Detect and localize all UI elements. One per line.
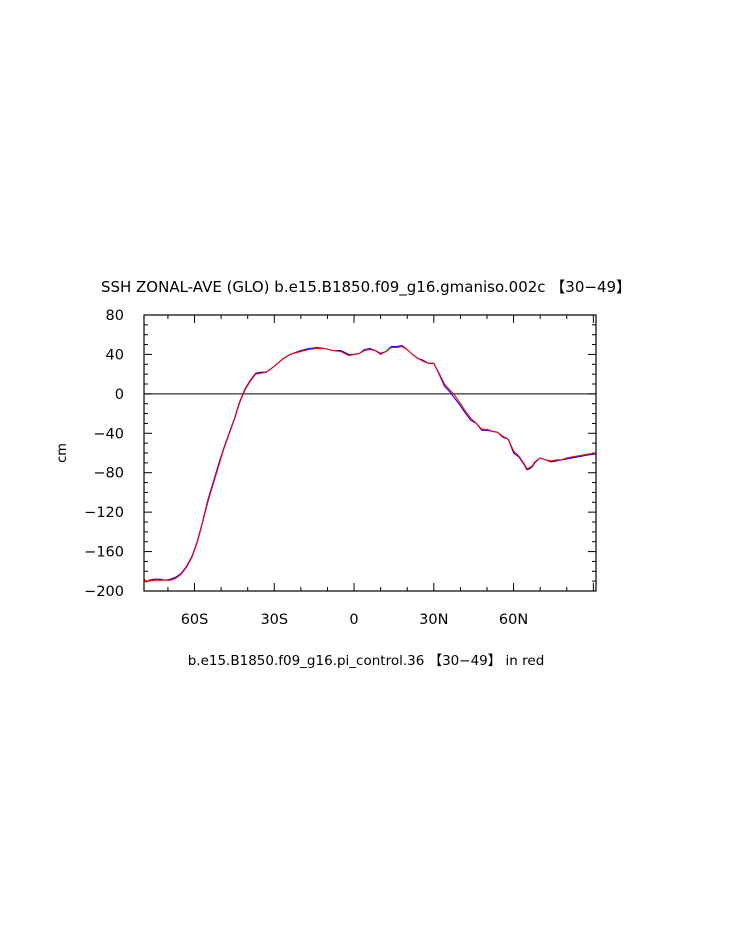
y-tick-label: −200: [84, 584, 124, 600]
x-tick-label: 30S: [260, 612, 288, 628]
x-tick-label: 30N: [419, 612, 448, 628]
chart-title: SSH ZONAL-AVE (GLO) b.e15.B1850.f09_g16.…: [101, 278, 631, 297]
y-tick-label: 0: [115, 387, 124, 403]
y-axis-label: cm: [55, 443, 70, 463]
y-axis-tick-labels: 80 40 0 −40 −80 −120 −160 −200: [84, 308, 124, 600]
x-tick-label: 0: [349, 612, 358, 628]
x-axis-ticks: [167, 315, 594, 591]
y-tick-label: −120: [84, 505, 124, 521]
y-tick-label: −40: [93, 426, 124, 442]
y-axis-ticks: [144, 314, 596, 592]
series-line-blue: [143, 345, 597, 583]
y-tick-label: 40: [106, 347, 124, 363]
x-tick-label: 60N: [499, 612, 528, 628]
y-tick-label: −80: [93, 466, 124, 482]
y-tick-label: 80: [106, 308, 124, 324]
plot-frame: [143, 314, 597, 592]
x-axis-tick-labels: 60S 30S 0 30N 60N: [181, 612, 529, 628]
chart-caption: b.e15.B1850.f09_g16.pi_control.36 【30−49…: [188, 653, 545, 669]
x-tick-label: 60S: [181, 612, 209, 628]
series-line-red: [143, 345, 597, 582]
y-tick-label: −160: [84, 545, 124, 561]
series-group: [143, 345, 597, 583]
